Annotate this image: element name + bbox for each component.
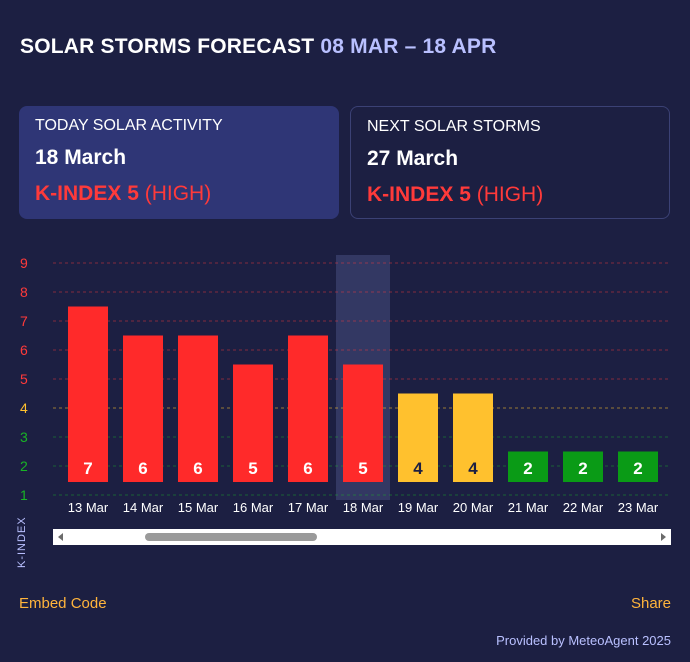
bar-8 xyxy=(508,451,548,482)
y-tick-label-4: 4 xyxy=(20,400,28,416)
x-tick-label-6: 19 Mar xyxy=(398,500,439,515)
x-tick-label-10: 23 Mar xyxy=(618,500,659,515)
bar-value-label-0: 7 xyxy=(83,459,92,478)
bar-0 xyxy=(68,306,108,482)
bar-value-label-7: 4 xyxy=(468,459,478,478)
title-text: SOLAR STORMS FORECAST xyxy=(20,35,315,58)
bar-value-label-5: 5 xyxy=(358,459,367,478)
x-tick-label-5: 18 Mar xyxy=(343,500,384,515)
today-k-name: K-INDEX xyxy=(35,182,122,205)
page-title: SOLAR STORMS FORECAST 08 MAR – 18 APR xyxy=(20,35,497,59)
x-tick-label-2: 15 Mar xyxy=(178,500,219,515)
y-tick-label-3: 3 xyxy=(20,429,28,445)
provider-credit: Provided by MeteoAgent 2025 xyxy=(496,633,671,648)
bar-value-label-8: 2 xyxy=(523,459,532,478)
today-k-level: (HIGH) xyxy=(144,182,212,205)
y-tick-label-8: 8 xyxy=(20,284,28,300)
y-tick-label-1: 1 xyxy=(20,487,28,503)
x-tick-label-3: 16 Mar xyxy=(233,500,274,515)
scroll-right-arrow-icon[interactable] xyxy=(661,533,666,541)
y-tick-label-2: 2 xyxy=(20,458,28,474)
next-card-date: 27 March xyxy=(367,147,459,170)
next-k-index: K-INDEX 5 (HIGH) xyxy=(367,183,543,207)
today-card-date: 18 March xyxy=(35,146,127,169)
bar-3 xyxy=(233,364,273,482)
bar-7 xyxy=(453,393,493,482)
x-tick-label-7: 20 Mar xyxy=(453,500,494,515)
date-range: 08 MAR – 18 APR xyxy=(320,35,497,58)
today-card-label: TODAY SOLAR ACTIVITY xyxy=(35,117,223,134)
bar-6 xyxy=(398,393,438,482)
x-tick-label-0: 13 Mar xyxy=(68,500,109,515)
bar-2 xyxy=(178,335,218,482)
scrollbar-thumb[interactable] xyxy=(145,533,317,541)
x-tick-label-1: 14 Mar xyxy=(123,500,164,515)
bar-value-label-4: 6 xyxy=(303,459,312,478)
y-axis-label: K-INDEX xyxy=(16,516,28,568)
y-tick-label-7: 7 xyxy=(20,313,28,329)
k-index-bar-chart: 1 2 3 4 5 6 7 8 9 7 13 Mar 6 14 Mar 6 15 Mar 5 16 Mar 6 17… xyxy=(20,255,671,515)
x-tick-label-4: 17 Mar xyxy=(288,500,329,515)
bar-9 xyxy=(563,451,603,482)
bar-value-label-10: 2 xyxy=(633,459,642,478)
today-activity-card: TODAY SOLAR ACTIVITY 18 March K-INDEX 5 … xyxy=(19,106,339,219)
y-tick-label-9: 9 xyxy=(20,255,28,271)
today-k-index: K-INDEX 5 (HIGH) xyxy=(35,182,211,206)
bar-value-label-9: 2 xyxy=(578,459,587,478)
share-link[interactable]: Share xyxy=(630,595,671,612)
next-k-level: (HIGH) xyxy=(476,183,544,206)
bar-value-label-6: 4 xyxy=(413,459,423,478)
today-k-value: 5 xyxy=(127,182,139,205)
next-storms-card: NEXT SOLAR STORMS 27 March K-INDEX 5 (HI… xyxy=(350,106,670,219)
embed-code-link[interactable]: Embed Code xyxy=(19,595,107,612)
bar-value-label-2: 6 xyxy=(193,459,202,478)
y-tick-label-6: 6 xyxy=(20,342,28,358)
chart-scrollbar[interactable] xyxy=(53,529,671,545)
bar-value-label-3: 5 xyxy=(248,459,257,478)
bar-10 xyxy=(618,451,658,482)
bar-value-label-1: 6 xyxy=(138,459,147,478)
bar-5 xyxy=(343,364,383,482)
next-card-label: NEXT SOLAR STORMS xyxy=(367,118,541,135)
bar-1 xyxy=(123,335,163,482)
x-tick-label-9: 22 Mar xyxy=(563,500,604,515)
next-k-value: 5 xyxy=(459,183,471,206)
scroll-left-arrow-icon[interactable] xyxy=(58,533,63,541)
bar-4 xyxy=(288,335,328,482)
x-tick-label-8: 21 Mar xyxy=(508,500,549,515)
y-tick-label-5: 5 xyxy=(20,371,28,387)
next-k-name: K-INDEX xyxy=(367,183,454,206)
